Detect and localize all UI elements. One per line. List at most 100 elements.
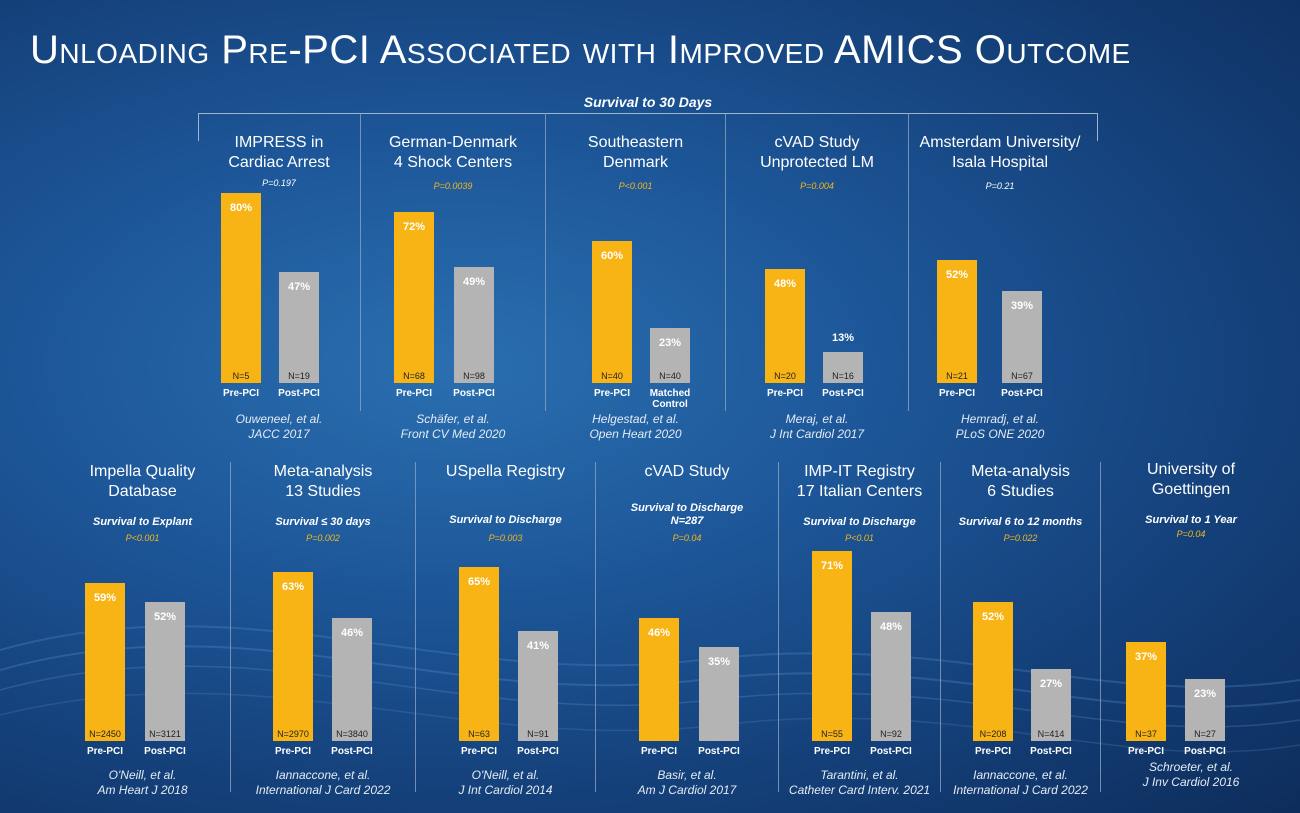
x-tick-label: Post-PCI [453,388,495,399]
bar-pre-pci: 63% N=2970 [273,572,313,741]
x-tick-label: Pre-PCI [813,746,851,757]
bar-pre-pci: 80% N=5 [221,193,261,383]
data-label: 23% [658,337,682,350]
p-value: P=0.003 [488,533,523,543]
bar-pre-pci: 52% N=208 [973,601,1013,741]
data-label: 13% [831,332,855,345]
divider [908,113,909,411]
data-label: 65% [467,575,491,588]
divider [940,462,941,792]
divider [545,113,546,411]
divider [415,462,416,792]
top-row-label: Survival to 30 Days [583,94,713,110]
data-label: 46% [340,626,364,639]
p-value: P=0.004 [800,181,834,191]
x-tick-label: Pre-PCI [593,388,631,399]
sample-size: N=91 [527,728,549,739]
panel-title: German-Denmark 4 Shock Centers [388,134,518,171]
sample-size: N=68 [403,370,425,381]
panel-title: Meta-analysis 13 Studies [273,463,373,500]
data-label: 37% [1134,650,1158,663]
data-label: 35% [707,656,731,669]
bar-post-pci: 23% N=40 [650,328,690,383]
p-value: P=0.022 [1003,533,1038,543]
chart-panel: University of Goettingen Survival to 1 Ye… [1102,0,1280,813]
bar-pre-pci: 48% N=20 [765,269,805,383]
panel-title: IMP-IT Registry 17 Italian Centers [796,463,923,500]
bar-post-pci: 46% N=3840 [332,617,372,741]
sample-size: N=2450 [89,728,121,739]
citation: Meraj, et al. J Int Cardiol 2017 [769,412,865,441]
bar-pre-pci: 60% N=40 [592,240,632,383]
bar-post-pci: 49% N=98 [454,266,494,383]
data-label: 59% [93,591,117,604]
panel-title: USpella Registry [445,463,566,480]
panel-subtitle: Survival to 1 Year [1145,514,1237,526]
citation: Hemradj, et al. PLoS ONE 2020 [955,412,1045,441]
background-wave [0,625,1300,753]
divider [1100,462,1101,792]
bar-post-pci: 41% N=91 [518,631,558,741]
data-label: 52% [153,610,177,623]
x-tick-label: Pre-PCI [274,746,312,757]
data-label: 49% [462,275,486,288]
sample-size: N=67 [1011,370,1033,381]
data-label: 41% [526,640,550,653]
citation: Iannaccone, et al. International J Card … [953,768,1088,797]
chart-panel: cVAD Study Survival to Discharge N=287 P=0… [597,0,777,813]
data-label: 48% [773,278,797,291]
bar-pre-pci: 72% N=68 [394,212,434,383]
panel-title: Meta-analysis 6 Studies [971,463,1070,500]
sample-size: N=3840 [336,728,368,739]
p-value: P=0.21 [985,181,1015,191]
panel-subtitle: Survival ≤ 30 days [275,516,371,528]
x-tick-label: Post-PCI [144,746,186,757]
sample-size: N=16 [832,370,854,381]
x-tick-label: Pre-PCI [640,746,678,757]
p-value: P=0.04 [672,533,702,543]
x-tick-label: Pre-PCI [938,388,976,399]
sample-size: N=2970 [277,728,309,739]
data-label: 48% [879,621,903,634]
x-tick-label: Matched Control [649,388,691,410]
chart-panel: IMPRESS in Cardiac Arrest P=0.197 80% N=5 Pr… [198,0,360,813]
divider [595,462,596,792]
bar-pre-pci: 65% N=63 [459,566,499,741]
citation: O'Neill, et al. J Int Cardiol 2014 [458,768,553,797]
p-value: P<0.001 [618,181,653,191]
chart-panel: Impella Quality Database Survival to Expl… [55,0,230,813]
bar-post-pci: N=16 [823,352,863,383]
sample-size: N=55 [821,728,843,739]
page-title: Unloading Pre-PCI Associated with Improv… [30,28,1131,72]
divider [230,462,231,792]
sample-size: N=208 [979,728,1007,739]
chart-panel: Southeastern Denmark P<0.001 60% N=40 Pre-PC… [547,0,724,813]
data-label: 60% [600,249,624,262]
sample-size: N=40 [659,370,681,381]
sample-size: N=5 [232,370,250,381]
panel-title: cVAD Study [644,463,730,480]
bar-post-pci: 48% N=92 [871,612,911,741]
data-label: 27% [1039,677,1063,690]
data-label: 72% [402,221,426,234]
chart-panel: IMP-IT Registry 17 Italian Centers Surviv… [780,0,939,813]
bar-pre-pci: 37% N=37 [1126,641,1166,741]
panel-title: Impella Quality Database [89,463,196,500]
panel-title: University of Goettingen [1146,461,1236,498]
divider [778,462,779,792]
citation: Schäfer, et al. Front CV Med 2020 [400,412,506,441]
p-value: P<0.001 [125,533,160,543]
citation: Schroeter, et al. J Inv Cardiol 2016 [1142,760,1240,789]
sample-size: N=98 [463,370,485,381]
p-value: P=0.197 [262,178,296,188]
data-label: 47% [287,280,311,293]
sample-size: N=92 [880,728,902,739]
p-value: P=0.04 [1176,529,1206,539]
data-label: 52% [981,610,1005,623]
data-label: 39% [1010,299,1034,312]
x-tick-label: Post-PCI [517,746,559,757]
bar-pre-pci: 59% N=2450 [85,582,125,741]
panel-subtitle: Survival to Discharge [803,516,916,528]
x-tick-label: Post-PCI [870,746,912,757]
x-tick-label: Pre-PCI [974,746,1012,757]
